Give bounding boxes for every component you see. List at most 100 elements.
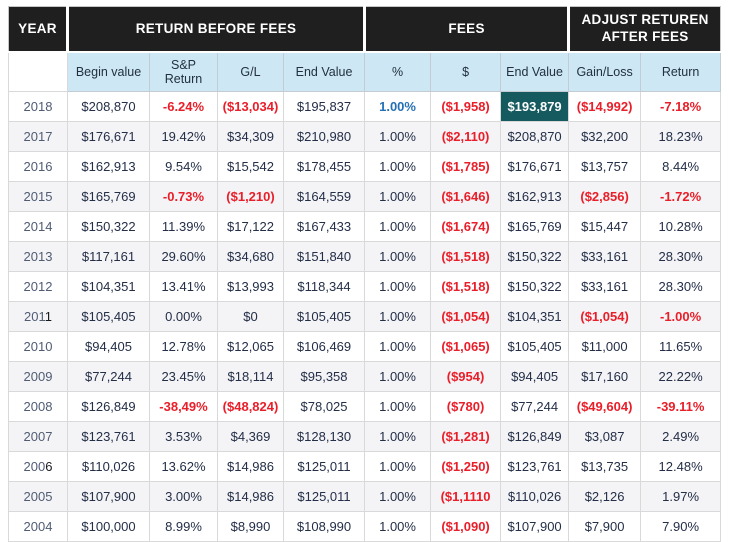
cell-gain-loss: $2,126 bbox=[568, 481, 642, 512]
cell-gl: $13,993 bbox=[217, 271, 284, 302]
cell-fee-pct: 1.00% bbox=[364, 421, 432, 452]
cell-end-value: $125,011 bbox=[282, 451, 366, 482]
cell-year: 2012 bbox=[8, 271, 68, 302]
cell-sp-return: 8.99% bbox=[149, 511, 218, 542]
cell-fee-usd: ($1,065) bbox=[430, 331, 502, 362]
cell-gain-loss: $3,087 bbox=[568, 421, 642, 452]
subheader-fee-usd: $ bbox=[430, 51, 502, 92]
cell-fee-usd: ($1,054) bbox=[430, 301, 502, 332]
cell-gain-loss: $11,000 bbox=[568, 331, 642, 362]
cell-gain-loss: $33,161 bbox=[568, 271, 642, 302]
cell-fee-usd: ($1,674) bbox=[430, 211, 502, 242]
cell-end-value: $125,011 bbox=[282, 481, 366, 512]
cell-fee-end-value: $150,322 bbox=[500, 271, 570, 302]
cell-fee-end-value: $126,849 bbox=[500, 421, 570, 452]
cell-sp-return: -0.73% bbox=[149, 181, 218, 212]
cell-gl: $0 bbox=[217, 301, 284, 332]
cell-year: 2008 bbox=[8, 391, 68, 422]
cell-fee-pct: 1.00% bbox=[364, 211, 432, 242]
table-row: 2010 $94,405 12.78% $12,065 $106,469 1.00% ($1… bbox=[8, 331, 722, 362]
cell-year: 2005 bbox=[8, 481, 68, 512]
cell-begin-value: $176,671 bbox=[67, 121, 150, 152]
cell-begin-value: $126,849 bbox=[67, 391, 150, 422]
cell-gain-loss: $13,757 bbox=[568, 151, 642, 182]
cell-begin-value: $100,000 bbox=[67, 511, 150, 542]
cell-sp-return: 3.00% bbox=[149, 481, 218, 512]
cell-fee-pct: 1.00% bbox=[364, 331, 432, 362]
cell-fee-usd: ($1,250) bbox=[430, 451, 502, 482]
cell-fee-end-value: $123,761 bbox=[500, 451, 570, 482]
year-dark-digit: 1 bbox=[44, 309, 52, 324]
table-row: 2013 $117,161 29.60% $34,680 $151,840 1.00% ($… bbox=[8, 241, 722, 272]
cell-year: 2006 bbox=[8, 451, 68, 482]
cell-year: 2017 bbox=[8, 121, 68, 152]
cell-gain-loss: $13,735 bbox=[568, 451, 642, 482]
cell-year: 2015 bbox=[8, 181, 68, 212]
cell-gain-loss: $33,161 bbox=[568, 241, 642, 272]
cell-gain-loss: ($49,604) bbox=[568, 391, 642, 422]
cell-year: 2011 bbox=[8, 301, 68, 332]
cell-year: 2018 bbox=[8, 91, 68, 122]
cell-begin-value: $208,870 bbox=[67, 91, 150, 122]
cell-fee-usd: ($1,518) bbox=[430, 271, 502, 302]
cell-gain-loss: ($2,856) bbox=[568, 181, 642, 212]
cell-fee-end-value: $77,244 bbox=[500, 391, 570, 422]
cell-fee-usd: ($1,958) bbox=[430, 91, 502, 122]
cell-sp-return: 23.45% bbox=[149, 361, 218, 392]
header-group-adjust-return-after-fees: ADJUST RETUREN AFTER FEES bbox=[567, 6, 721, 53]
cell-year: 2009 bbox=[8, 361, 68, 392]
cell-return: 1.97% bbox=[640, 481, 722, 512]
cell-gl: $8,990 bbox=[217, 511, 284, 542]
cell-gl: ($48,824) bbox=[217, 391, 284, 422]
cell-fee-end-value: $94,405 bbox=[500, 361, 570, 392]
table-body: 2018 $208,870 -6.24% ($13,034) $195,837 1.00%… bbox=[8, 91, 722, 542]
subheader-return: Return bbox=[640, 51, 722, 92]
cell-fee-usd: ($1,518) bbox=[430, 241, 502, 272]
cell-sp-return: 19.42% bbox=[149, 121, 218, 152]
cell-end-value: $105,405 bbox=[282, 301, 366, 332]
cell-fee-end-value: $110,026 bbox=[500, 481, 570, 512]
subheader-end-value: End Value bbox=[282, 51, 366, 92]
subheader-fee-end-value: End Value bbox=[500, 51, 570, 92]
cell-fee-end-value: $165,769 bbox=[500, 211, 570, 242]
cell-fee-end-value: $176,671 bbox=[500, 151, 570, 182]
cell-sp-return: 0.00% bbox=[149, 301, 218, 332]
header-group-row: YEAR RETURN BEFORE FEES FEES ADJUST RETU… bbox=[8, 6, 721, 53]
cell-return: 18.23% bbox=[640, 121, 722, 152]
cell-sp-return: -38,49% bbox=[149, 391, 218, 422]
cell-fee-pct: 1.00% bbox=[364, 151, 432, 182]
table-row: 2015 $165,769 -0.73% ($1,210) $164,559 1.00%(… bbox=[8, 181, 722, 212]
cell-begin-value: $107,900 bbox=[67, 481, 150, 512]
cell-return: 2.49% bbox=[640, 421, 722, 452]
cell-sp-return: 13.41% bbox=[149, 271, 218, 302]
cell-fee-pct: 1.00% bbox=[364, 511, 432, 542]
table-row: 2005 $107,900 3.00% $14,986 $125,011 1.00% ($1… bbox=[8, 481, 722, 512]
cell-return: -1.00% bbox=[640, 301, 722, 332]
cell-end-value: $210,980 bbox=[282, 121, 366, 152]
cell-begin-value: $94,405 bbox=[67, 331, 150, 362]
cell-fee-end-value: $208,870 bbox=[500, 121, 570, 152]
cell-end-value: $178,455 bbox=[282, 151, 366, 182]
cell-end-value: $78,025 bbox=[282, 391, 366, 422]
cell-return: 10.28% bbox=[640, 211, 722, 242]
cell-return: -7.18% bbox=[640, 91, 722, 122]
subheader-row: Begin value S&P Return G/L End Value % $… bbox=[8, 51, 722, 92]
cell-fee-usd: ($954) bbox=[430, 361, 502, 392]
cell-return: 12.48% bbox=[640, 451, 722, 482]
cell-sp-return: 11.39% bbox=[149, 211, 218, 242]
cell-end-value: $108,990 bbox=[282, 511, 366, 542]
cell-begin-value: $150,322 bbox=[67, 211, 150, 242]
cell-return: 7.90% bbox=[640, 511, 722, 542]
cell-return: 8.44% bbox=[640, 151, 722, 182]
cell-return: 28.30% bbox=[640, 271, 722, 302]
cell-fee-end-value: $107,900 bbox=[500, 511, 570, 542]
cell-begin-value: $123,761 bbox=[67, 421, 150, 452]
cell-sp-return: -6.24% bbox=[149, 91, 218, 122]
cell-begin-value: $162,913 bbox=[67, 151, 150, 182]
header-group-fees: FEES bbox=[363, 6, 569, 53]
cell-begin-value: $105,405 bbox=[67, 301, 150, 332]
subheader-gl: G/L bbox=[217, 51, 284, 92]
cell-end-value: $106,469 bbox=[282, 331, 366, 362]
cell-gl: $4,369 bbox=[217, 421, 284, 452]
cell-return: 22.22% bbox=[640, 361, 722, 392]
